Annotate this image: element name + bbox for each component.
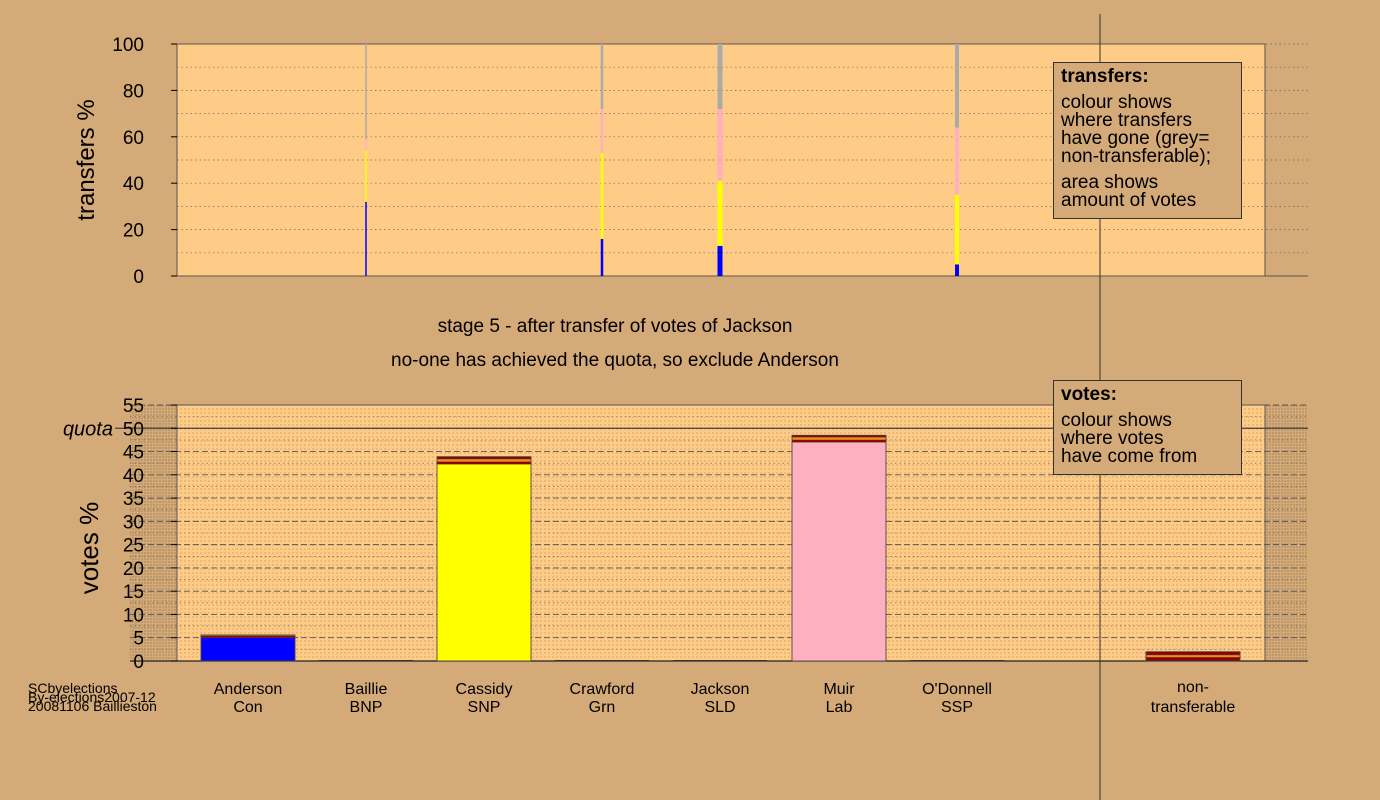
transfers-y-tick-label: 20	[123, 221, 144, 242]
votes-y-tick-label: 10	[123, 605, 144, 626]
candidate-name-label: Baillie	[345, 681, 388, 698]
stage-title: stage 5 - after transfer of votes of Jac…	[437, 316, 793, 337]
transfer-bar-segment	[365, 139, 367, 151]
footer-credit: SCbyelections By-elections2007-12 200811…	[28, 680, 157, 714]
transfer-bar-segment	[600, 238, 604, 276]
legend-votes: votes: colour shows where votes have com…	[1053, 380, 1242, 475]
transfers-y-tick-label: 0	[133, 267, 144, 288]
legend-transfers-line: where transfers	[1061, 110, 1192, 131]
candidate-party-label: SSP	[941, 699, 973, 716]
legend-votes-line: where votes	[1061, 428, 1164, 449]
candidate-party-label: Lab	[826, 699, 853, 716]
candidate-name-label: Jackson	[691, 681, 750, 698]
transfer-bar-segment	[717, 108, 723, 181]
footer-line: By-elections2007-12	[28, 689, 156, 705]
vote-bar-segment	[1145, 654, 1241, 658]
transfer-bar-segment	[600, 153, 604, 239]
vote-bar-segment	[1145, 651, 1241, 656]
vote-bar-segment	[200, 637, 296, 662]
legend-transfers-line: area shows	[1061, 172, 1159, 193]
vote-bar-segment	[1145, 657, 1241, 662]
candidate-party-label: SNP	[468, 699, 501, 716]
votes-y-tick-label: 40	[123, 466, 144, 487]
vote-bar-segment	[200, 635, 296, 638]
candidate-name-label: Cassidy	[456, 681, 513, 698]
footer-line: 20081106 Baillieston	[28, 698, 157, 714]
vote-bar-empty	[319, 660, 413, 662]
candidate-party-label: Con	[233, 699, 262, 716]
candidate-party-label: Grn	[589, 699, 616, 716]
vote-bar-segment	[791, 436, 887, 441]
candidate-party-label: SLD	[704, 699, 735, 716]
transfers-y-tick-label: 60	[123, 128, 144, 149]
transfer-bar-segment	[717, 44, 723, 109]
votes-y-tick-label: 30	[123, 512, 144, 533]
votes-y-tick-label: 20	[123, 559, 144, 580]
legend-votes-line: colour shows	[1061, 410, 1172, 431]
votes-y-tick-label: 15	[123, 582, 144, 603]
transfer-bar-segment	[365, 44, 367, 140]
votes-y-tick-label: 55	[123, 396, 144, 417]
votes-y-tick-label: 5	[133, 629, 144, 650]
legend-transfers: transfers: colour shows where transfers …	[1053, 62, 1242, 219]
vote-bar-segment	[436, 461, 532, 465]
votes-y-tick-label: 45	[123, 443, 144, 464]
candidate-name-label: O'Donnell	[922, 681, 992, 698]
votes-y-tick-label: 0	[133, 652, 144, 673]
votes-y-tick-label: 35	[123, 489, 144, 510]
vote-bar-empty	[673, 660, 767, 662]
vote-bar-outline	[436, 456, 532, 662]
vote-bar-segment	[436, 458, 532, 462]
transfers-y-tick-label: 80	[123, 81, 144, 102]
transfer-bar-segment	[955, 127, 959, 195]
legend-transfers-line: non-transferable);	[1061, 146, 1211, 167]
transfer-bar-segment	[365, 150, 367, 202]
transfers-y-axis-label: transfers %	[73, 99, 100, 220]
footer-line: SCbyelections	[28, 680, 118, 696]
legend-votes-line: have come from	[1061, 446, 1198, 467]
vote-bar-segment	[791, 439, 887, 443]
candidate-name-label: Anderson	[214, 681, 283, 698]
transfer-bar-segment	[365, 201, 367, 276]
votes-y-tick-label: 50	[123, 419, 144, 440]
vote-bar-segment	[791, 442, 887, 662]
transfers-y-tick-label: 40	[123, 174, 144, 195]
vote-bar-empty	[910, 660, 1004, 662]
transfer-bar-segment	[600, 44, 604, 109]
vote-bar-outline	[1145, 651, 1241, 662]
candidate-name-label: Crawford	[570, 681, 635, 698]
nontransferable-label: transferable	[1151, 699, 1236, 716]
votes-y-axis-label: votes %	[74, 502, 104, 595]
transfer-bar-segment	[955, 44, 959, 128]
transfers-y-tick-label: 100	[112, 35, 144, 56]
stage-subtitle: no-one has achieved the quota, so exclud…	[391, 350, 839, 371]
transfer-bar-segment	[600, 108, 604, 154]
legend-transfers-line: colour shows	[1061, 92, 1172, 113]
transfer-bar-segment	[717, 245, 723, 276]
legend-votes-title: votes:	[1061, 384, 1117, 405]
candidate-name-label: Muir	[823, 681, 855, 698]
candidate-party-label: BNP	[350, 699, 383, 716]
vote-bar-segment	[436, 463, 532, 662]
vote-bar-empty	[555, 660, 649, 662]
legend-transfers-title: transfers:	[1061, 66, 1149, 87]
votes-y-tick-label: 25	[123, 536, 144, 557]
transfer-bar-segment	[955, 264, 959, 276]
vote-bar-outline	[200, 634, 296, 662]
transfer-bar-segment	[955, 194, 959, 265]
legend-transfers-line: amount of votes	[1061, 190, 1197, 211]
vote-bar-outline	[791, 434, 887, 662]
legend-transfers-line: have gone (grey=	[1061, 128, 1210, 149]
quota-label: quota	[63, 418, 113, 440]
nontransferable-label: non-	[1177, 679, 1209, 696]
transfer-bar-segment	[717, 180, 723, 246]
